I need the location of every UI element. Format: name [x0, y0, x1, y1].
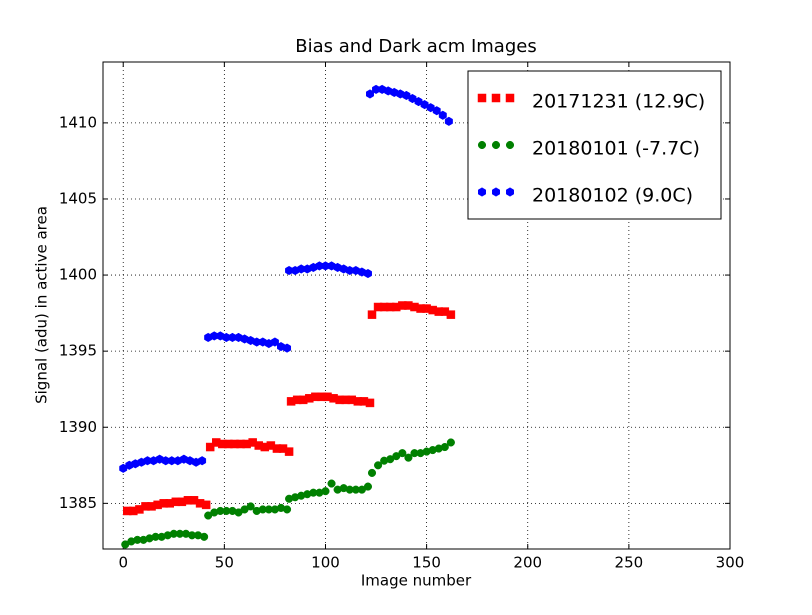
data-point: [351, 265, 360, 276]
plot-frame: [102, 61, 731, 550]
data-point: [186, 456, 194, 466]
data-point: [398, 449, 407, 458]
data-point: [414, 96, 423, 107]
x-tick-label: 200: [513, 554, 542, 572]
data-point: [444, 116, 453, 126]
x-tick-label: 100: [311, 554, 340, 572]
data-point: [365, 398, 375, 408]
y-tick-label: 1410: [59, 113, 97, 131]
legend-marker: [506, 187, 514, 197]
data-point: [284, 447, 294, 456]
data-point: [339, 264, 348, 274]
y-tick-label: 1400: [59, 266, 97, 284]
y-tick-label: 1385: [59, 494, 97, 512]
data-point: [321, 487, 330, 496]
legend-marker: [505, 93, 515, 103]
data-point: [374, 461, 383, 470]
data-point: [384, 86, 393, 96]
y-tick-label: 1405: [59, 189, 97, 207]
data-point: [333, 262, 342, 273]
data-point: [408, 93, 417, 104]
data-point: [216, 331, 225, 341]
data-point: [283, 505, 292, 514]
data-point: [396, 89, 405, 99]
data-point: [446, 310, 456, 319]
legend-label: 20180102 (9.0C): [532, 185, 693, 207]
data-point: [378, 84, 387, 94]
x-tick-label: 50: [215, 554, 234, 572]
legend-marker: [477, 93, 487, 103]
data-point: [446, 438, 455, 447]
data-point: [426, 103, 435, 113]
data-point: [367, 310, 377, 319]
data-point: [205, 442, 215, 452]
data-point: [155, 454, 164, 464]
data-point: [327, 479, 336, 488]
data-point: [404, 453, 413, 462]
y-axis-label: Signal (adu) in active area: [33, 206, 51, 404]
data-point: [440, 442, 449, 452]
legend-marker: [505, 140, 515, 150]
data-point: [240, 334, 249, 344]
x-tick-label: 150: [412, 554, 441, 572]
data-point: [277, 342, 285, 352]
chart-title: Bias and Dark acm Images: [295, 36, 536, 57]
data-point: [198, 456, 207, 466]
legend-marker: [491, 93, 501, 103]
data-point: [363, 482, 373, 491]
data-point: [246, 335, 255, 346]
y-tick-label: 1395: [59, 342, 97, 360]
data-point: [367, 468, 377, 477]
data-point: [258, 337, 267, 347]
data-point: [357, 267, 366, 277]
data-point: [246, 502, 255, 511]
x-axis-label: Image number: [361, 572, 472, 590]
data-point: [438, 110, 447, 120]
x-tick-label: 250: [615, 554, 644, 572]
legend-marker: [478, 187, 486, 197]
data-point: [390, 87, 399, 98]
x-tick-label: 300: [716, 554, 745, 572]
data-point: [432, 106, 441, 116]
data-point: [283, 343, 292, 353]
y-tick-label: 1390: [59, 418, 97, 436]
legend-marker: [492, 187, 500, 197]
legend-marker: [477, 140, 487, 150]
data-point: [200, 532, 209, 541]
legend-label: 20171231 (12.9C): [532, 91, 705, 113]
data-point: [201, 500, 211, 510]
legend-label: 20180101 (-7.7C): [532, 138, 700, 160]
data-point: [420, 100, 429, 110]
data-point: [363, 268, 372, 279]
data-point: [270, 337, 279, 347]
data-point: [234, 332, 243, 343]
x-tick-label: 0: [118, 554, 128, 572]
data-point: [402, 90, 411, 101]
legend-marker: [491, 140, 501, 150]
data-point: [179, 454, 188, 464]
data-point: [327, 261, 336, 271]
